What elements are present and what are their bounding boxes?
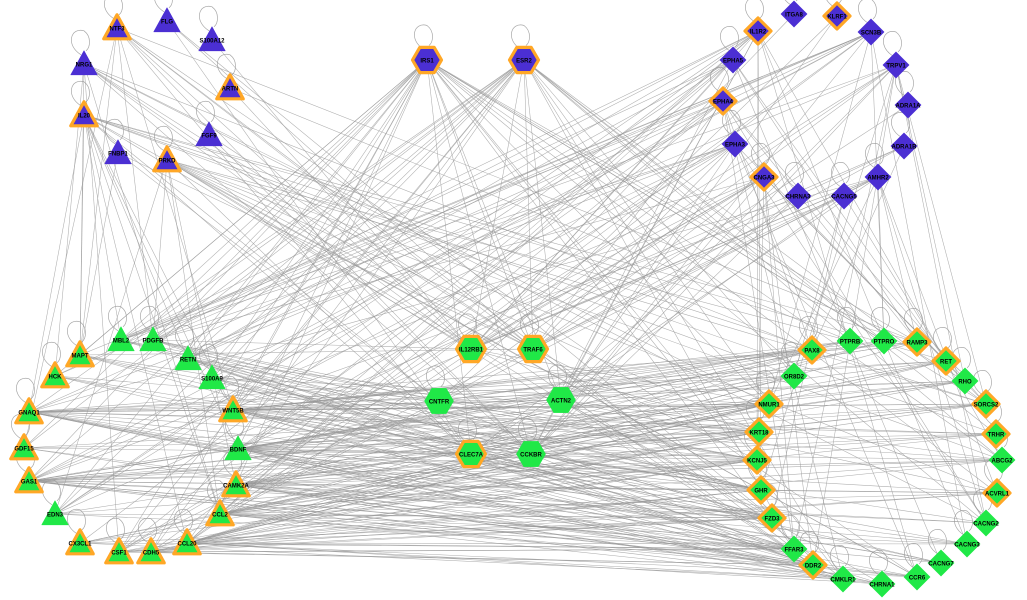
svg-text:EPHA3: EPHA3 <box>725 143 746 149</box>
svg-text:FGF9: FGF9 <box>201 134 217 140</box>
svg-text:OR8D2: OR8D2 <box>784 375 805 381</box>
svg-text:CHRNA3: CHRNA3 <box>785 195 811 201</box>
svg-text:KLRF1: KLRF1 <box>827 15 847 21</box>
svg-text:PRKD: PRKD <box>158 159 176 165</box>
svg-text:ADRA1B: ADRA1B <box>891 145 917 151</box>
svg-text:GHR: GHR <box>754 489 768 495</box>
svg-text:BDNF: BDNF <box>230 448 247 454</box>
svg-text:CACNG7: CACNG7 <box>928 562 954 568</box>
svg-text:PAX8: PAX8 <box>804 349 820 355</box>
svg-text:CAMK2A: CAMK2A <box>223 484 249 490</box>
svg-text:SORCS2: SORCS2 <box>974 403 999 409</box>
svg-text:IL1R2: IL1R2 <box>750 30 767 36</box>
svg-text:ITGA8: ITGA8 <box>785 13 803 19</box>
svg-text:KRT18: KRT18 <box>749 431 769 437</box>
svg-text:GDF15: GDF15 <box>14 447 34 453</box>
svg-text:CCKBR: CCKBR <box>520 453 542 459</box>
svg-text:PDGFB: PDGFB <box>143 339 165 345</box>
svg-text:ARTN: ARTN <box>222 87 239 93</box>
svg-text:ACVRL1: ACVRL1 <box>985 492 1010 498</box>
svg-text:NMUR1: NMUR1 <box>758 403 780 409</box>
svg-text:ABCG2: ABCG2 <box>991 459 1013 465</box>
svg-text:IRS1: IRS1 <box>420 59 434 65</box>
svg-text:TRAF6: TRAF6 <box>523 348 543 354</box>
svg-text:CCL2: CCL2 <box>212 513 228 519</box>
svg-text:EDN3: EDN3 <box>47 513 64 519</box>
svg-text:WNT5B: WNT5B <box>222 409 244 415</box>
svg-text:CSF1: CSF1 <box>111 551 127 557</box>
svg-text:S100A9: S100A9 <box>201 377 223 383</box>
svg-text:CLEC7A: CLEC7A <box>459 453 484 459</box>
svg-text:CNTFR: CNTFR <box>429 400 450 406</box>
svg-text:S100A12: S100A12 <box>199 39 225 45</box>
svg-text:FNBP1: FNBP1 <box>108 152 128 158</box>
svg-text:CHRNA1: CHRNA1 <box>869 583 895 589</box>
svg-text:CACNG2: CACNG2 <box>973 522 999 528</box>
svg-text:NTF3: NTF3 <box>110 27 126 33</box>
svg-text:GNAQ1: GNAQ1 <box>18 411 40 417</box>
svg-text:CCL20: CCL20 <box>177 542 197 548</box>
svg-text:CACNG3: CACNG3 <box>954 543 980 549</box>
svg-text:IL12RB1: IL12RB1 <box>459 348 484 354</box>
svg-text:GAS1: GAS1 <box>21 480 38 486</box>
svg-text:RHO: RHO <box>958 380 972 386</box>
svg-text:RET: RET <box>940 360 952 366</box>
svg-text:RETN: RETN <box>180 358 196 364</box>
svg-text:KCNJ5: KCNJ5 <box>747 459 767 465</box>
svg-text:CMKLR1: CMKLR1 <box>831 578 857 584</box>
svg-text:ESR2: ESR2 <box>516 59 532 65</box>
svg-text:HCK: HCK <box>49 375 63 381</box>
svg-text:CCR6: CCR6 <box>909 576 926 582</box>
svg-text:NRG1: NRG1 <box>76 63 93 69</box>
svg-text:TRPV1: TRPV1 <box>886 64 906 70</box>
svg-text:FZD3: FZD3 <box>765 517 781 523</box>
svg-text:MBL2: MBL2 <box>113 339 130 345</box>
svg-text:CDH5: CDH5 <box>143 551 160 557</box>
svg-text:CX3CL1: CX3CL1 <box>68 542 92 548</box>
svg-text:AMHR2: AMHR2 <box>867 176 889 182</box>
svg-text:CACNG5: CACNG5 <box>831 195 857 201</box>
svg-text:IL20: IL20 <box>78 114 91 120</box>
svg-text:PTPRO: PTPRO <box>874 340 895 346</box>
svg-text:CNGA3: CNGA3 <box>753 176 775 182</box>
svg-text:MAPT: MAPT <box>72 354 89 360</box>
svg-text:SCN3B: SCN3B <box>861 31 882 37</box>
svg-text:TRHR: TRHR <box>988 433 1005 439</box>
svg-text:FFAR3: FFAR3 <box>784 548 804 554</box>
svg-text:FLG: FLG <box>161 20 173 26</box>
svg-text:PTPRB: PTPRB <box>840 340 861 346</box>
svg-text:EPHA4: EPHA4 <box>713 100 734 106</box>
svg-text:RAMP3: RAMP3 <box>906 341 928 347</box>
svg-text:ADRA1A: ADRA1A <box>895 104 921 110</box>
svg-text:ACTN2: ACTN2 <box>551 399 572 405</box>
svg-text:EPHA5: EPHA5 <box>723 59 744 65</box>
svg-text:DDR2: DDR2 <box>805 564 822 570</box>
